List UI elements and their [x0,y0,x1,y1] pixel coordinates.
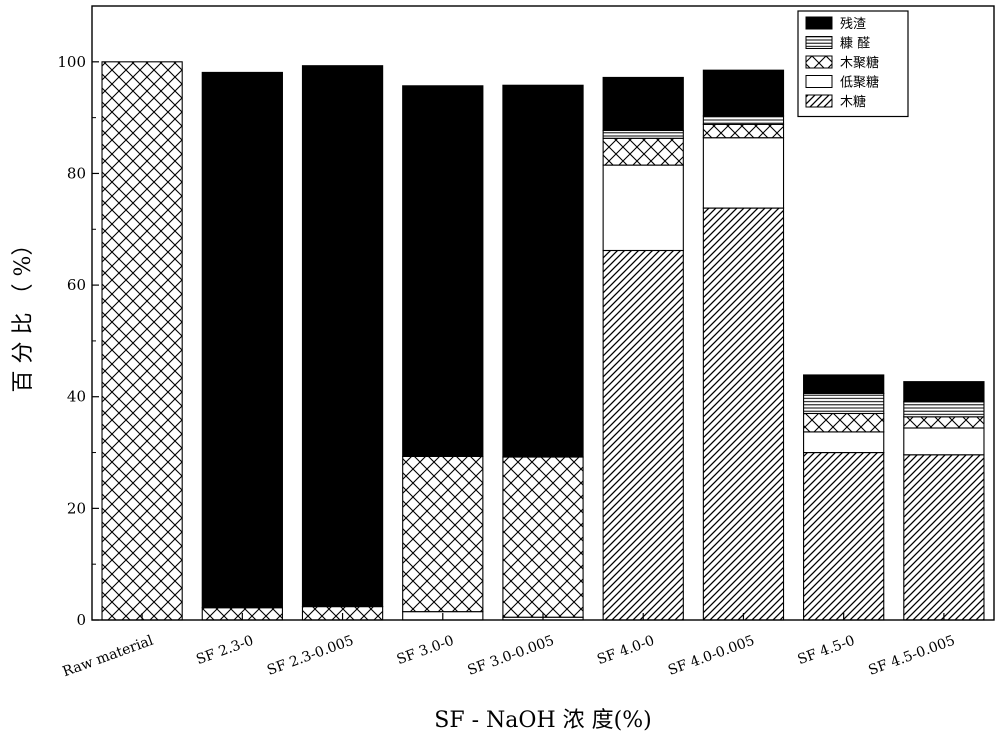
axes-layer: 0 20 40 60 80 100 Raw material SF 2.3-0 SF 2.3-0… [57,5,995,681]
x-tick-label: SF 2.3-0.005 [265,633,356,679]
y-tick-label: 60 [67,276,86,294]
bar-segment [602,76,684,132]
bar-segment [803,412,885,433]
legend-label: 糠 醛 [840,36,870,52]
bar-segment [803,374,885,394]
legend-label: 木聚糖 [840,55,879,71]
bar-segment [903,381,985,403]
legend-swatch [805,75,833,88]
bar-segment [803,431,885,454]
x-tick-label: SF 4.0-0.005 [666,633,757,679]
y-tick-label: 40 [67,388,86,406]
bar-segment [101,61,183,621]
bar-segment [903,401,985,418]
bar-segment [602,129,684,139]
x-tick-label: SF 4.5-0.005 [866,633,957,679]
bar-segment [803,451,885,621]
bar-segment [702,69,785,117]
legend-label: 木糖 [840,94,866,110]
x-tick-label: Raw material [61,633,156,681]
x-tick-label: SF 4.5-0 [795,633,857,668]
bar-segment [201,71,283,609]
legend-swatch [805,94,833,108]
x-tick-label: SF 3.0-0.005 [466,633,557,679]
y-tick-label: 80 [67,164,86,182]
bar-segment [502,84,584,458]
bar-segment [602,249,684,621]
x-tick-label: SF 4.0-0 [595,633,657,668]
bar-segment [702,115,785,125]
bar-segment [602,137,684,166]
legend-label: 残渣 [840,17,866,32]
bar-segment [702,137,785,209]
bar-segment [402,455,484,613]
x-axis-title: SF - NaOH 浓 度(%) [434,708,651,733]
legend-swatch [805,16,833,30]
bar-segment [502,456,584,618]
y-tick-label: 100 [57,53,86,71]
y-tick-label: 20 [67,499,86,517]
bar-segment [903,454,985,621]
bar-segment [903,427,985,456]
bar-segment [602,164,684,252]
bar-segment [702,123,785,139]
bar-segment [402,85,484,458]
bar-segment [702,207,785,621]
bar-segment [803,392,885,415]
legend-swatch [805,55,833,69]
y-tick-label: 0 [76,611,86,629]
x-tick-label: SF 2.3-0 [194,633,256,668]
legend-swatch [805,36,833,49]
bar-segment [903,416,985,429]
legend-label: 低聚糖 [840,75,879,91]
x-tick-label: SF 3.0-0 [395,633,457,668]
y-axis-title: 百 分 比 （ %） [11,234,36,393]
bar-segment [301,65,384,608]
bars-layer [101,61,985,621]
